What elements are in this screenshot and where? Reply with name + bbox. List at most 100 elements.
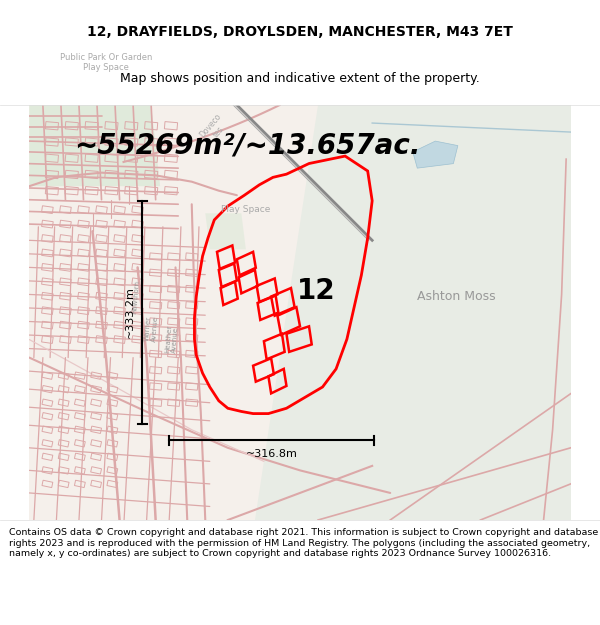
Bar (58, 439, 69, 447)
Bar (114, 264, 125, 271)
Polygon shape (29, 105, 160, 186)
Text: Heather
Avenue: Heather Avenue (164, 324, 179, 354)
Bar (77, 220, 89, 228)
Bar (107, 467, 118, 474)
Bar (132, 234, 143, 242)
Bar (65, 186, 79, 195)
Bar (42, 372, 53, 379)
Bar (114, 249, 125, 257)
Bar (41, 234, 53, 242)
Bar (132, 264, 143, 271)
Bar (96, 336, 107, 344)
Bar (42, 439, 53, 447)
Bar (96, 307, 107, 314)
Text: Public Park Or Garden
Play Space: Public Park Or Garden Play Space (60, 52, 152, 72)
Bar (59, 234, 71, 242)
Bar (185, 269, 198, 276)
Bar (114, 307, 125, 314)
Bar (77, 234, 89, 242)
Bar (77, 321, 89, 329)
Bar (42, 412, 53, 420)
Bar (91, 399, 101, 406)
Bar (58, 467, 69, 474)
Bar (77, 336, 89, 344)
Bar (114, 206, 125, 214)
Bar (167, 351, 180, 358)
Bar (42, 399, 53, 406)
Bar (96, 234, 107, 242)
Bar (74, 480, 85, 488)
Bar (96, 249, 107, 257)
Bar (167, 334, 180, 341)
Bar (125, 186, 138, 195)
Bar (45, 171, 59, 179)
Bar (132, 206, 143, 214)
Bar (58, 399, 69, 406)
Bar (105, 138, 118, 146)
Bar (107, 412, 118, 420)
Bar (185, 318, 198, 325)
Bar (167, 253, 180, 260)
Text: Doveco
tes: Doveco tes (198, 111, 231, 146)
Bar (185, 253, 198, 260)
Text: Ashton Moss: Ashton Moss (417, 290, 496, 303)
Bar (185, 367, 198, 374)
Bar (42, 426, 53, 434)
Bar (42, 467, 53, 474)
Bar (91, 480, 101, 488)
Bar (167, 302, 180, 309)
Bar (41, 206, 53, 214)
Text: Play Space: Play Space (221, 205, 271, 214)
Bar (185, 399, 198, 406)
Bar (74, 439, 85, 447)
Bar (74, 453, 85, 461)
Bar (167, 383, 180, 390)
Bar (65, 138, 79, 146)
Bar (45, 154, 59, 162)
Bar (114, 234, 125, 242)
Bar (74, 412, 85, 420)
Bar (164, 122, 178, 130)
Bar (42, 386, 53, 393)
Text: Warner
Avenue: Warner Avenue (143, 315, 159, 342)
Bar (85, 122, 98, 130)
Bar (96, 264, 107, 271)
Bar (132, 292, 143, 300)
Bar (185, 383, 198, 390)
Bar (149, 367, 162, 374)
Bar (77, 292, 89, 300)
Bar (167, 269, 180, 276)
Bar (77, 206, 89, 214)
Bar (65, 171, 79, 179)
Text: ~55269m²/~13.657ac.: ~55269m²/~13.657ac. (74, 132, 421, 159)
Bar (107, 480, 118, 488)
Bar (149, 302, 162, 309)
Bar (45, 186, 59, 195)
Bar (107, 439, 118, 447)
Bar (167, 399, 180, 406)
Bar (114, 292, 125, 300)
Bar (41, 292, 53, 300)
Bar (185, 286, 198, 292)
Bar (96, 292, 107, 300)
Bar (132, 249, 143, 257)
Bar (107, 372, 118, 379)
Bar (59, 307, 71, 314)
Bar (58, 372, 69, 379)
Bar (114, 321, 125, 329)
Bar (59, 220, 71, 228)
Polygon shape (255, 105, 571, 520)
Bar (96, 278, 107, 286)
Bar (145, 171, 158, 179)
Bar (132, 278, 143, 286)
Bar (59, 278, 71, 286)
Bar (59, 292, 71, 300)
Bar (132, 220, 143, 228)
Text: 12: 12 (297, 278, 335, 305)
Bar (145, 186, 158, 195)
Bar (185, 302, 198, 309)
Bar (107, 426, 118, 434)
Bar (77, 264, 89, 271)
Bar (107, 453, 118, 461)
Bar (107, 386, 118, 393)
